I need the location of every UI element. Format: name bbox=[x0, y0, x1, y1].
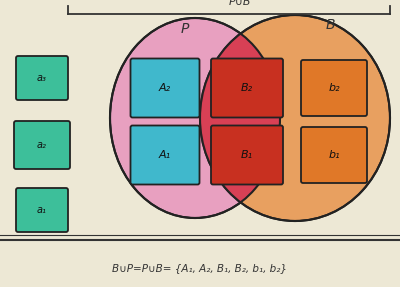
Ellipse shape bbox=[110, 18, 280, 218]
FancyBboxPatch shape bbox=[211, 59, 283, 117]
Text: B∪P=P∪B= {A₁, A₂, B₁, B₂, b₁, b₂}: B∪P=P∪B= {A₁, A₂, B₁, B₂, b₁, b₂} bbox=[112, 263, 288, 273]
FancyBboxPatch shape bbox=[211, 125, 283, 185]
Text: b₂: b₂ bbox=[328, 83, 340, 93]
FancyBboxPatch shape bbox=[16, 56, 68, 100]
FancyBboxPatch shape bbox=[130, 59, 200, 117]
Text: P: P bbox=[181, 22, 189, 36]
Text: a₂: a₂ bbox=[37, 140, 47, 150]
FancyBboxPatch shape bbox=[16, 188, 68, 232]
FancyBboxPatch shape bbox=[301, 127, 367, 183]
Text: B: B bbox=[325, 18, 335, 32]
Ellipse shape bbox=[110, 18, 280, 218]
Text: b₁: b₁ bbox=[328, 150, 340, 160]
FancyBboxPatch shape bbox=[130, 125, 200, 185]
Text: A₂: A₂ bbox=[159, 83, 171, 93]
Ellipse shape bbox=[200, 15, 390, 221]
Text: B₂: B₂ bbox=[241, 83, 253, 93]
FancyBboxPatch shape bbox=[301, 60, 367, 116]
FancyBboxPatch shape bbox=[14, 121, 70, 169]
Text: a₃: a₃ bbox=[37, 73, 47, 83]
Text: A₁: A₁ bbox=[159, 150, 171, 160]
Text: B₁: B₁ bbox=[241, 150, 253, 160]
Text: a₁: a₁ bbox=[37, 205, 47, 215]
Text: P∪B: P∪B bbox=[229, 0, 251, 7]
